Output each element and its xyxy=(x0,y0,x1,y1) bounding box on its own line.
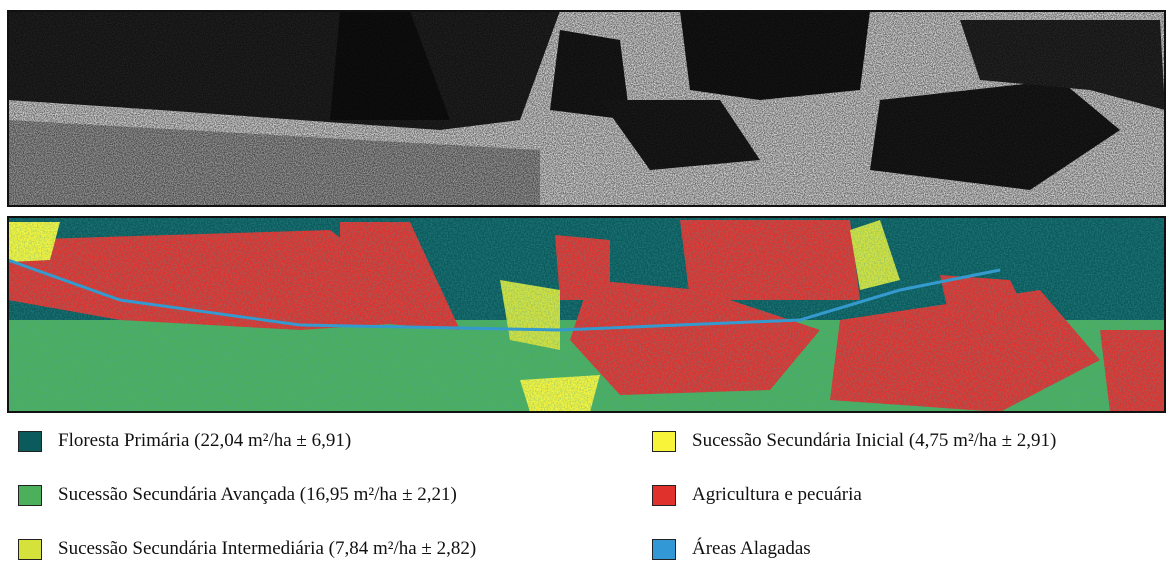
legend-swatch xyxy=(18,485,42,506)
legend-swatch xyxy=(652,539,676,560)
page: {"legend": {"items": [ {"label": "Flores… xyxy=(0,0,1169,565)
legend-item: Áreas Alagadas xyxy=(652,538,811,560)
legend-label: Agricultura e pecuária xyxy=(692,484,862,506)
legend-item: Sucessão Secundária Inicial (4,75 m²/ha … xyxy=(652,430,1056,452)
classification-map xyxy=(8,217,1165,412)
legend-swatch xyxy=(652,431,676,452)
legend-swatch xyxy=(18,539,42,560)
legend-item: Floresta Primária (22,04 m²/ha ± 6,91) xyxy=(18,430,351,452)
legend-label: Floresta Primária (22,04 m²/ha ± 6,91) xyxy=(58,430,351,452)
legend-item: Sucessão Secundária Intermediária (7,84 … xyxy=(18,538,476,560)
legend-label: Sucessão Secundária Inicial (4,75 m²/ha … xyxy=(692,430,1056,452)
radar-image xyxy=(8,11,1165,206)
legend-swatch xyxy=(18,431,42,452)
legend-label: Sucessão Secundária Avançada (16,95 m²/h… xyxy=(58,484,457,506)
legend-item: Sucessão Secundária Avançada (16,95 m²/h… xyxy=(18,484,457,506)
legend-item: Agricultura e pecuária xyxy=(652,484,862,506)
legend-swatch xyxy=(652,485,676,506)
legend-label: Sucessão Secundária Intermediária (7,84 … xyxy=(58,538,476,560)
legend-label: Áreas Alagadas xyxy=(692,538,811,560)
figure-images xyxy=(0,0,1169,420)
